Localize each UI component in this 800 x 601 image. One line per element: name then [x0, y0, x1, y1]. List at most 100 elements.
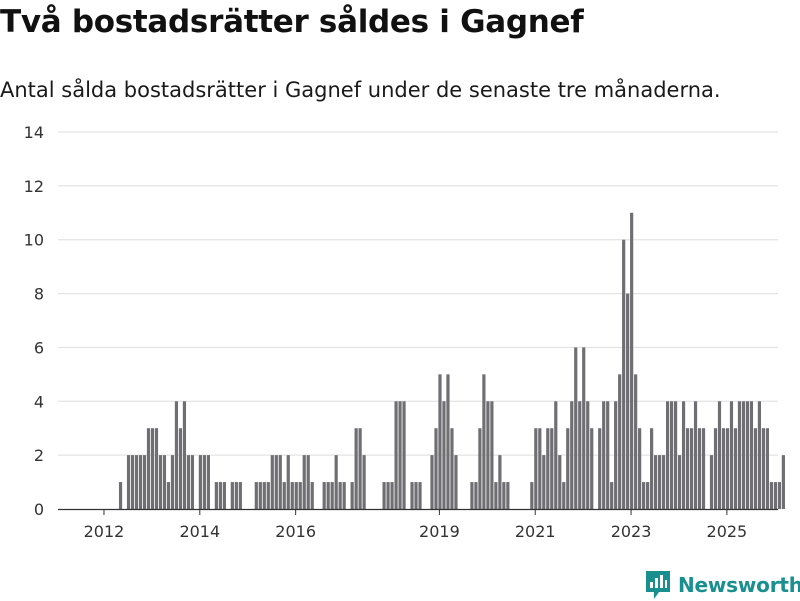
bar [646, 482, 650, 509]
bar [354, 428, 358, 509]
bar [254, 482, 258, 509]
bar [410, 482, 414, 509]
bar [310, 482, 314, 509]
bar [130, 455, 135, 509]
bar [306, 455, 310, 509]
x-tick-label-2012: 2012 [84, 522, 125, 541]
bar [634, 374, 638, 509]
bar [134, 455, 139, 509]
bar [618, 374, 622, 509]
bar [582, 347, 586, 509]
bar [753, 428, 758, 509]
bar [330, 482, 334, 509]
bar [498, 455, 502, 509]
bar [654, 455, 658, 509]
bar [402, 401, 406, 509]
bar [118, 482, 123, 509]
bar [578, 401, 582, 509]
bar [274, 455, 278, 509]
bar [438, 374, 442, 509]
bar [206, 455, 210, 509]
bar [606, 401, 610, 509]
bar [126, 455, 131, 509]
brand-logo: Newsworthy [645, 569, 800, 601]
bar [534, 428, 538, 509]
bar [769, 482, 773, 509]
brand-name: Newsworthy [678, 573, 800, 597]
bar [614, 401, 618, 509]
bar [154, 428, 159, 509]
bar [286, 455, 290, 509]
bar [282, 482, 286, 509]
bar [238, 482, 242, 509]
bar [574, 347, 578, 509]
bar [302, 455, 306, 509]
bar [709, 455, 714, 509]
bar [685, 428, 690, 509]
bars [118, 212, 785, 510]
x-tick-label-2025: 2025 [707, 522, 748, 541]
bar [450, 428, 454, 509]
bar [190, 455, 195, 509]
y-tick-label-14: 14 [24, 123, 44, 142]
bar [669, 401, 674, 509]
bar [558, 455, 562, 509]
bar [729, 401, 734, 509]
bar [658, 455, 662, 509]
bar [673, 401, 678, 509]
bar [186, 455, 191, 509]
bar [737, 401, 742, 509]
bar [642, 482, 646, 509]
bar [418, 482, 422, 509]
bar [478, 428, 482, 509]
bar [622, 239, 626, 509]
bar [721, 428, 726, 509]
bar [270, 455, 274, 509]
bar [278, 455, 282, 509]
bar [717, 401, 722, 509]
y-tick-label-8: 8 [34, 285, 44, 304]
bar [689, 428, 694, 509]
bar [342, 482, 346, 509]
bar [430, 455, 434, 509]
bar [182, 401, 187, 509]
bar [394, 401, 398, 509]
x-tick-label-2023: 2023 [611, 522, 652, 541]
bar [470, 482, 474, 509]
bar [777, 482, 781, 509]
bar [326, 482, 330, 509]
bar [530, 482, 534, 509]
bar [741, 401, 746, 509]
bar [677, 455, 682, 509]
bar [570, 401, 574, 509]
bar [390, 482, 394, 509]
bar [538, 428, 542, 509]
bar [733, 428, 738, 509]
bar [590, 428, 594, 509]
bar [298, 482, 302, 509]
bar [662, 455, 666, 509]
y-axis: 0 2 4 6 8 10 12 14 [24, 123, 44, 519]
bar [506, 482, 510, 509]
bar [725, 428, 730, 509]
bar [138, 455, 143, 509]
bar [681, 401, 686, 509]
bar [566, 428, 570, 509]
newsworthy-logo-icon [646, 571, 670, 599]
bar [638, 428, 642, 509]
y-tick-label-2: 2 [34, 446, 44, 465]
bar [218, 482, 222, 509]
bar [773, 482, 777, 509]
bar [446, 374, 450, 509]
bar [338, 482, 342, 509]
bar [234, 482, 238, 509]
bar [610, 482, 614, 509]
bar [546, 428, 550, 509]
bar [454, 455, 458, 509]
bar [697, 428, 702, 509]
bar [262, 482, 266, 509]
bar [258, 482, 262, 509]
bar [550, 428, 554, 509]
bar [598, 428, 602, 509]
